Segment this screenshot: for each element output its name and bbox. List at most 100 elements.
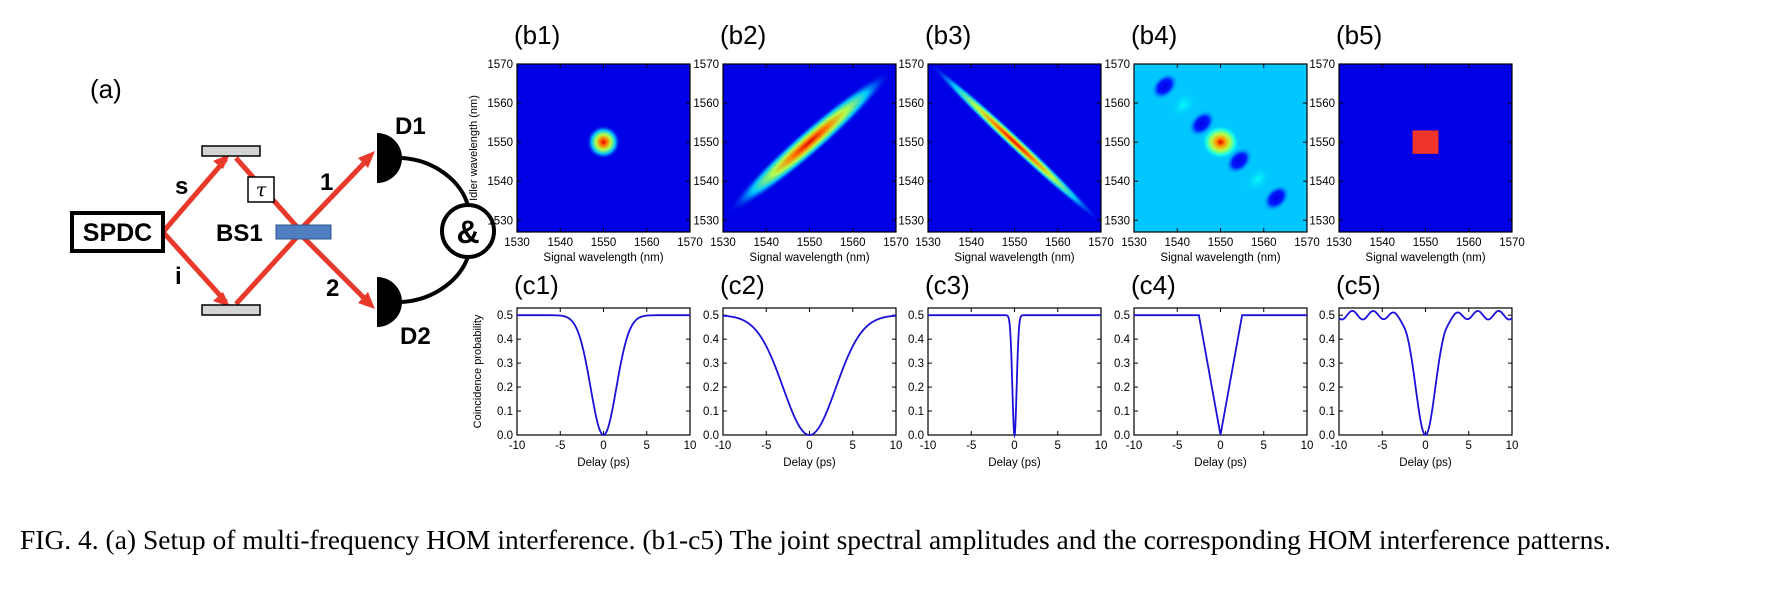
x-tick-label: 10 xyxy=(1301,440,1314,452)
x-tick-label: 1550 xyxy=(797,237,823,249)
y-tick-label: 1570 xyxy=(487,59,513,71)
jsa-spot xyxy=(586,125,621,160)
y-tick-label: 0.2 xyxy=(497,382,513,394)
figure-caption: FIG. 4. (a) Setup of multi-frequency HOM… xyxy=(20,524,1611,555)
plot-frame xyxy=(722,307,897,436)
y-tick-label: 0.5 xyxy=(703,310,719,322)
beam-idler-in xyxy=(161,230,228,304)
x-tick-label: -5 xyxy=(966,440,976,452)
sinc-lobe xyxy=(1169,91,1197,119)
x-tick-label: 1570 xyxy=(1499,237,1525,249)
detector-d1-label: D1 xyxy=(395,113,426,140)
hom-panel-2: (c2) -10 -5 0 5 10 0.0 0.1 0.2 0.3 0.4 0.5 Delay (ps… xyxy=(703,270,902,469)
x-tick-label: 1550 xyxy=(591,237,617,249)
x-tick-label: 1540 xyxy=(1369,237,1395,249)
y-tick-label: 0.2 xyxy=(908,382,924,394)
x-tick-label: 1530 xyxy=(710,237,736,249)
y-tick-label: 0.2 xyxy=(703,382,719,394)
beam-port2 xyxy=(296,230,369,303)
arrowhead-idler xyxy=(213,292,230,307)
detector-d2-label: D2 xyxy=(400,323,431,350)
x-tick-label: 1530 xyxy=(1326,237,1352,249)
hom-dip-curve xyxy=(1134,314,1307,436)
panel-label: (c2) xyxy=(720,270,765,300)
beam-signal-in xyxy=(161,157,228,234)
x-tick-label: 5 xyxy=(1055,440,1061,452)
port2-label: 2 xyxy=(326,275,339,302)
spdc-source-box xyxy=(70,211,165,253)
wire-d1 xyxy=(401,156,470,207)
panel-label: (c4) xyxy=(1131,270,1176,300)
x-tick-label: 5 xyxy=(644,440,650,452)
x-tick-label: 1570 xyxy=(1294,237,1320,249)
y-tick-label: 0.5 xyxy=(1114,310,1130,322)
coincidence-counter xyxy=(440,203,496,259)
delay-box xyxy=(247,176,275,203)
y-tick-label: 0.0 xyxy=(1114,430,1130,442)
sinc-lobe xyxy=(1150,72,1179,100)
y-tick-label: 0.2 xyxy=(1319,382,1335,394)
jsa-panel-3: (b3) 1530 1540 1550 1560 1570 1530 1540 1550 1560… xyxy=(898,20,1113,264)
beam-splitter xyxy=(275,224,332,240)
arrowhead-port2 xyxy=(358,292,375,309)
x-tick-label: 0 xyxy=(1422,440,1428,452)
y-axis-label: Coincidence probability xyxy=(472,314,484,428)
hom-panel-5: (c5) -10 -5 0 5 10 0.0 0.1 0.2 0.3 0.4 0.5 Delay (ps… xyxy=(1319,270,1518,469)
x-tick-label: 10 xyxy=(684,440,697,452)
x-tick-label: 1570 xyxy=(883,237,909,249)
y-tick-label: 0.1 xyxy=(497,406,513,418)
y-tick-label: 1540 xyxy=(487,176,513,188)
x-tick-label: 1530 xyxy=(1121,237,1147,249)
x-axis-label: Delay (ps) xyxy=(988,457,1041,469)
jsa-panel-4: (b4) 1530 1540 1550 1560 1570 1530 1540 1550 1560… xyxy=(1104,20,1319,264)
x-axis-label: Signal wavelength (nm) xyxy=(954,252,1074,264)
y-tick-label: 0.0 xyxy=(703,430,719,442)
plot-frame xyxy=(1133,307,1308,436)
y-tick-label: 1570 xyxy=(898,59,924,71)
delay-tau-label: τ xyxy=(256,179,267,201)
y-tick-label: 0.3 xyxy=(1319,358,1335,370)
x-tick-label: -10 xyxy=(1331,440,1348,452)
jsa-panel-2: (b2) 1530 1540 1550 1560 1570 1530 1540 1550 1560… xyxy=(693,20,908,264)
x-axis-label: Delay (ps) xyxy=(577,457,630,469)
plot-frame xyxy=(927,307,1102,436)
y-tick-label: 1530 xyxy=(693,215,719,227)
x-tick-label: -10 xyxy=(920,440,937,452)
beam-port1 xyxy=(296,158,369,234)
y-tick-label: 1550 xyxy=(1309,137,1335,149)
y-tick-label: 0.2 xyxy=(1114,382,1130,394)
spdc-label: SPDC xyxy=(83,219,152,247)
panel-label: (b5) xyxy=(1336,20,1382,50)
y-tick-label: 1540 xyxy=(693,176,719,188)
x-tick-label: -5 xyxy=(761,440,771,452)
panel-label: (c3) xyxy=(925,270,970,300)
jsa-square xyxy=(1412,130,1439,154)
jsa-panel-5: (b5) 1530 1540 1550 1560 1570 1530 1540 1550 1560… xyxy=(1309,20,1524,264)
hom-dip-curve xyxy=(928,314,1101,439)
y-tick-label: 1560 xyxy=(1309,98,1335,110)
y-tick-label: 1560 xyxy=(1104,98,1130,110)
y-tick-label: 0.3 xyxy=(703,358,719,370)
hom-dip-curve xyxy=(1338,309,1513,436)
y-tick-label: 0.1 xyxy=(1114,406,1130,418)
y-tick-label: 1530 xyxy=(898,215,924,227)
x-tick-label: 10 xyxy=(1506,440,1519,452)
x-axis-label: Signal wavelength (nm) xyxy=(1160,252,1280,264)
x-tick-label: 1530 xyxy=(504,237,530,249)
x-tick-label: 1550 xyxy=(1208,237,1234,249)
arm-signal-label: s xyxy=(175,173,188,200)
panel-label: (c5) xyxy=(1336,270,1381,300)
y-tick-label: 0.4 xyxy=(497,334,514,346)
panel-label: (b3) xyxy=(925,20,971,50)
jsa-ellipse xyxy=(928,61,1101,223)
y-tick-label: 0.1 xyxy=(703,406,719,418)
mirror-top xyxy=(201,145,261,157)
port1-label: 1 xyxy=(320,169,333,196)
x-tick-label: -10 xyxy=(509,440,526,452)
hom-dip-curve xyxy=(517,314,690,436)
beam-idler-to-bs xyxy=(234,234,300,306)
y-tick-label: 1570 xyxy=(693,59,719,71)
y-tick-label: 0.0 xyxy=(1319,430,1335,442)
x-tick-label: 1560 xyxy=(840,237,866,249)
